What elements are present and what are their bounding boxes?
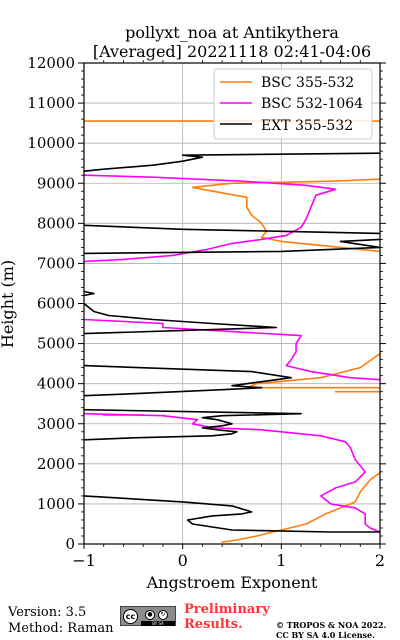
y-tick-label: 8000: [37, 214, 75, 232]
y-tick-label: 9000: [37, 174, 75, 192]
copyright-line2: CC BY SA 4.0 License.: [276, 630, 375, 640]
chart-title-line2: [Averaged] 20221118 02:41-04:06: [93, 42, 371, 61]
x-tick-label: −1: [72, 551, 96, 570]
legend-label-bsc-532-1064: BSC 532-1064: [261, 96, 363, 112]
method-text: Method: Raman: [8, 621, 114, 636]
legend-box: [213, 68, 373, 140]
preliminary-results-note: Preliminary Results.: [184, 602, 270, 632]
prelim-line2: Results.: [184, 617, 243, 632]
cc-by-text: BY: [152, 621, 158, 626]
cc-by-sa-strip: BY SA: [141, 621, 175, 626]
version-text: Version: 3.5: [8, 605, 87, 620]
legend-label-ext-355-532: EXT 355-532: [261, 118, 353, 134]
tick-layer: −1 0 1 201000200030004000500060007000800090…: [27, 54, 386, 570]
x-tick-label: 1: [276, 551, 286, 570]
y-tick-label: 11000: [27, 94, 75, 112]
cc-sa-icon: ↻: [158, 610, 168, 620]
series-line-bsc-355-532: [83, 120, 381, 543]
y-tick-label: 4000: [37, 375, 75, 393]
y-tick-label: 7000: [37, 254, 75, 272]
cc-sa-text: SA: [158, 621, 164, 626]
cc-icon: cc: [123, 609, 138, 624]
y-tick-label: 3000: [37, 415, 75, 433]
footer-version-block: Version: 3.5 Method: Raman: [8, 605, 114, 637]
series-line-bsc-532-1064: [83, 174, 381, 533]
legend: BSC 355-532 BSC 532-1064 EXT 355-532: [213, 68, 373, 140]
legend-label-bsc-355-532: BSC 355-532: [261, 75, 354, 91]
cc-license-badge: cc ● ↻ BY SA: [120, 606, 176, 626]
y-tick-label: 5000: [37, 335, 75, 353]
copyright-line1: © TROPOS & NOA 2022.: [276, 620, 387, 630]
copyright-note: © TROPOS & NOA 2022. CC BY SA 4.0 Licens…: [276, 620, 386, 640]
x-axis-label: Angstroem Exponent: [146, 573, 318, 592]
y-tick-label: 1000: [37, 495, 75, 513]
x-tick-label: 0: [178, 551, 188, 570]
y-tick-label: 12000: [27, 54, 75, 72]
cc-by-icon: ●: [145, 610, 155, 620]
y-axis-label: Height (m): [0, 260, 17, 348]
y-tick-label: 10000: [27, 134, 75, 152]
chart-title-line1: pollyxt_noa at Antikythera: [125, 23, 339, 42]
y-tick-label: 0: [65, 535, 75, 553]
x-tick-label: 2: [375, 551, 385, 570]
y-tick-label: 6000: [37, 295, 75, 313]
y-tick-label: 2000: [37, 455, 75, 473]
prelim-line1: Preliminary: [184, 602, 270, 617]
